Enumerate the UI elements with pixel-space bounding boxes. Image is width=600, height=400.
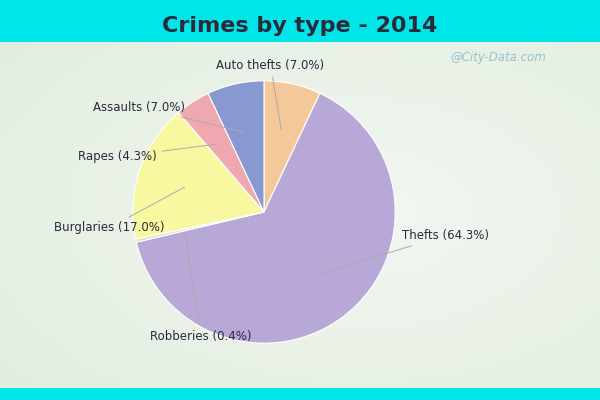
- Wedge shape: [133, 112, 264, 239]
- Text: Rapes (4.3%): Rapes (4.3%): [77, 144, 217, 163]
- Text: Assaults (7.0%): Assaults (7.0%): [94, 100, 244, 132]
- Text: Robberies (0.4%): Robberies (0.4%): [150, 232, 252, 343]
- Wedge shape: [136, 93, 395, 343]
- Wedge shape: [208, 81, 264, 212]
- Wedge shape: [136, 212, 264, 242]
- Wedge shape: [264, 81, 320, 212]
- Text: @City-Data.com: @City-Data.com: [450, 52, 546, 64]
- Text: Burglaries (17.0%): Burglaries (17.0%): [54, 187, 185, 234]
- Wedge shape: [178, 93, 264, 212]
- Text: Thefts (64.3%): Thefts (64.3%): [318, 229, 488, 274]
- Text: Auto thefts (7.0%): Auto thefts (7.0%): [217, 58, 325, 130]
- Text: Crimes by type - 2014: Crimes by type - 2014: [163, 16, 437, 36]
